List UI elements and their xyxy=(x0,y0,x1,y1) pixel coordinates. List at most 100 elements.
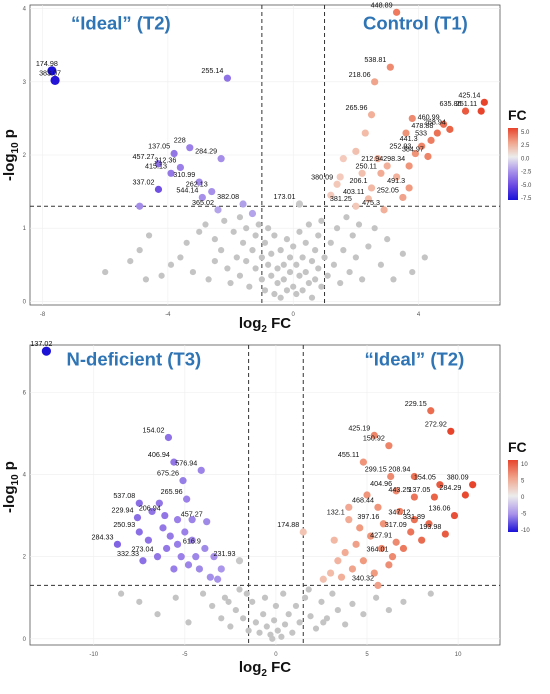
significant-point xyxy=(364,195,372,203)
significant-point xyxy=(153,553,162,561)
y-tick-label: 6 xyxy=(23,390,27,396)
point-label: 380.09 xyxy=(447,473,469,482)
nonsignificant-point xyxy=(177,254,184,261)
significant-point xyxy=(446,125,454,133)
point-label: 347.12 xyxy=(388,508,410,517)
point-label: 406.94 xyxy=(148,450,170,459)
significant-point xyxy=(203,518,211,526)
nonsignificant-point xyxy=(305,221,312,228)
nonsignificant-point xyxy=(102,268,109,276)
nonsignificant-point xyxy=(315,232,322,239)
significant-point xyxy=(217,565,225,573)
colorbar-tick-label: -2.5 xyxy=(521,170,532,176)
significant-point xyxy=(352,202,360,210)
nonsignificant-point xyxy=(249,598,256,605)
point-label: 265.96 xyxy=(346,103,368,112)
point-label: 383.07 xyxy=(39,68,61,77)
significant-point xyxy=(374,581,382,590)
nonsignificant-point xyxy=(271,617,278,624)
nonsignificant-point xyxy=(239,239,247,246)
region-annotation: “Ideal” (T2) xyxy=(71,12,171,33)
nonsignificant-point xyxy=(245,627,252,634)
y-axis-label-suffix: p xyxy=(1,461,18,474)
point-label: 382.08 xyxy=(217,192,239,201)
nonsignificant-point xyxy=(377,261,385,268)
nonsignificant-point xyxy=(349,600,356,608)
point-label: 403.11 xyxy=(343,187,364,196)
point-label: 208.94 xyxy=(388,465,410,474)
point-label: 475.3 xyxy=(362,198,380,207)
point-label: 150.92 xyxy=(363,434,385,443)
x-tick-label: 10 xyxy=(455,652,462,658)
nonsignificant-point xyxy=(271,290,278,298)
nonsignificant-point xyxy=(302,268,309,276)
nonsignificant-point xyxy=(312,276,319,283)
colorbar xyxy=(508,128,518,200)
nonsignificant-point xyxy=(142,276,150,283)
nonsignificant-point xyxy=(265,225,272,232)
significant-point xyxy=(133,514,142,522)
nonsignificant-point xyxy=(352,254,359,261)
nonsignificant-point xyxy=(312,625,320,632)
significant-point xyxy=(334,557,342,565)
nonsignificant-point xyxy=(183,239,190,246)
significant-point xyxy=(380,206,388,214)
nonsignificant-point xyxy=(261,239,269,246)
significant-point xyxy=(319,575,327,583)
significant-point xyxy=(469,481,477,489)
nonsignificant-point xyxy=(240,615,247,622)
significant-point xyxy=(430,493,439,501)
nonsignificant-point xyxy=(199,590,207,597)
point-label: 228 xyxy=(174,136,186,145)
nonsignificant-point xyxy=(333,225,341,232)
point-label: 460.99 xyxy=(418,112,440,121)
significant-point xyxy=(166,532,174,540)
nonsignificant-point xyxy=(243,225,250,232)
point-label: 427.91 xyxy=(370,530,392,539)
y-tick-label: 4 xyxy=(23,7,27,13)
point-label: 491.3 xyxy=(387,176,405,185)
nonsignificant-point xyxy=(371,225,378,232)
nonsignificant-point xyxy=(289,629,296,636)
point-label: 478.88 xyxy=(411,121,433,130)
nonsignificant-point xyxy=(281,621,289,628)
nonsignificant-point xyxy=(260,611,267,618)
y-axis-label: -log10 p xyxy=(1,129,21,181)
significant-point xyxy=(173,540,182,548)
significant-point xyxy=(223,74,231,82)
significant-point xyxy=(135,499,143,507)
nonsignificant-point xyxy=(293,290,300,298)
x-tick-label: 0 xyxy=(292,312,296,318)
nonsignificant-point xyxy=(299,287,306,294)
significant-point xyxy=(235,557,244,565)
nonsignificant-point xyxy=(320,619,327,626)
significant-point xyxy=(337,573,346,581)
nonsignificant-point xyxy=(136,598,143,605)
significant-point xyxy=(361,129,369,137)
nonsignificant-point xyxy=(278,633,285,640)
significant-point xyxy=(186,144,194,152)
point-label: 381.25 xyxy=(330,194,352,203)
nonsignificant-point xyxy=(286,268,294,276)
significant-point xyxy=(177,553,185,561)
point-label: 212.94 xyxy=(361,154,383,163)
nonsignificant-point xyxy=(296,619,303,626)
nonsignificant-point xyxy=(246,283,253,290)
nonsignificant-point xyxy=(312,247,319,254)
significant-point xyxy=(393,8,401,16)
point-label: 154.02 xyxy=(142,425,164,434)
significant-point xyxy=(377,169,385,177)
significant-point xyxy=(135,528,143,536)
nonsignificant-point xyxy=(308,294,316,301)
nonsignificant-point xyxy=(342,621,349,628)
nonsignificant-point xyxy=(409,268,416,276)
nonsignificant-point xyxy=(330,261,338,268)
nonsignificant-point xyxy=(355,221,363,228)
point-label: 284.29 xyxy=(195,147,217,156)
colorbar-tick-label: 0 xyxy=(521,495,525,501)
nonsignificant-point xyxy=(421,254,428,261)
nonsignificant-point xyxy=(158,272,165,279)
nonsignificant-point xyxy=(280,261,287,268)
point-label: 332.33 xyxy=(117,549,139,558)
nonsignificant-point xyxy=(274,627,281,634)
